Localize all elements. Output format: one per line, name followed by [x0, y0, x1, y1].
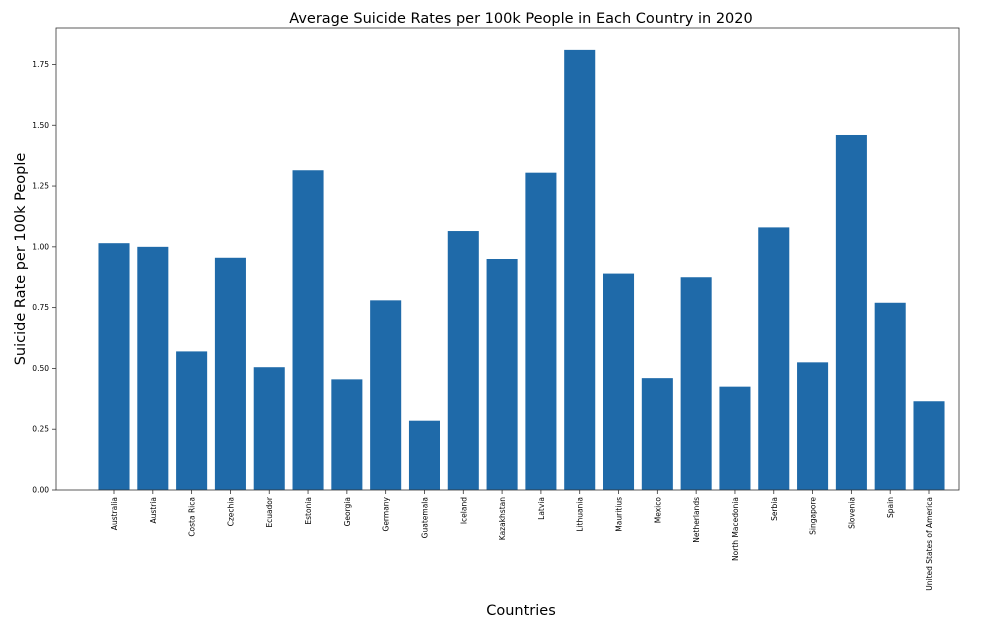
- bar-costa-rica: [176, 351, 208, 490]
- y-tick-label: 1.50: [32, 121, 49, 130]
- bar-spain: [874, 302, 906, 490]
- bar-singapore: [797, 362, 829, 490]
- bar-germany: [370, 300, 402, 490]
- y-ticks-group: 0.00 0.25 0.50 0.75 1.00 1.25 1.50 1.75: [32, 60, 56, 495]
- bar-georgia: [331, 379, 363, 490]
- x-tick-label: Spain: [886, 497, 895, 518]
- bar-iceland: [447, 231, 479, 491]
- y-tick-label: 0.50: [32, 364, 49, 373]
- x-tick-label: Mauritius: [615, 497, 624, 532]
- y-tick-label: 0.75: [32, 303, 49, 312]
- x-tick-label: United States of America: [925, 497, 934, 591]
- x-tick-label: Slovenia: [847, 497, 856, 529]
- x-tick-label: Costa Rica: [188, 497, 197, 537]
- bar-serbia: [758, 227, 790, 490]
- x-tick-label: Germany: [382, 496, 391, 531]
- bars-group: [98, 49, 945, 491]
- x-tick-label: North Macedonia: [731, 497, 740, 561]
- x-axis-label: Countries: [486, 603, 556, 619]
- x-tick-label: Latvia: [537, 497, 546, 520]
- y-tick-label: 1.75: [32, 60, 49, 69]
- x-tick-label: Singapore: [809, 497, 818, 535]
- x-tick-label: Lithuania: [576, 497, 585, 532]
- bar-austria: [137, 246, 169, 490]
- bar-lithuania: [564, 49, 596, 490]
- bar-estonia: [292, 170, 324, 490]
- x-tick-label: Guatemala: [420, 497, 429, 538]
- bar-mexico: [641, 378, 673, 490]
- bar-north-macedonia: [719, 386, 751, 490]
- x-tick-label: Estonia: [304, 497, 313, 525]
- bar-netherlands: [680, 277, 712, 490]
- bar-latvia: [525, 172, 557, 490]
- y-tick-label: 1.25: [32, 182, 49, 191]
- x-tick-label: Georgia: [343, 497, 352, 526]
- y-tick-label: 0.00: [32, 486, 49, 495]
- bar-united-states-of-america: [913, 401, 945, 490]
- x-tick-label: Serbia: [770, 497, 779, 521]
- y-tick-label: 0.25: [32, 425, 49, 434]
- bar-mauritius: [603, 273, 635, 490]
- x-tick-label: Czechia: [226, 497, 235, 526]
- x-tick-label: Ecuador: [265, 496, 274, 528]
- x-tick-label: Iceland: [459, 497, 468, 524]
- x-tick-label: Austria: [149, 497, 158, 524]
- x-tick-label: Mexico: [653, 497, 662, 524]
- x-tick-label: Netherlands: [692, 497, 701, 543]
- x-tick-label: Kazakhstan: [498, 497, 507, 540]
- x-tick-label: Australia: [110, 497, 119, 530]
- bar-guatemala: [408, 420, 440, 490]
- bar-kazakhstan: [486, 259, 518, 490]
- bar-czechia: [214, 257, 246, 490]
- y-axis-label: Suicide Rate per 100k People: [13, 153, 29, 366]
- bar-australia: [98, 243, 130, 490]
- chart-title: Average Suicide Rates per 100k People in…: [289, 11, 752, 27]
- y-tick-label: 1.00: [32, 242, 49, 251]
- bar-slovenia: [835, 134, 867, 491]
- x-ticks-group: Australia Austria Costa Rica Czechia Ecuador…: [110, 490, 934, 591]
- bar-ecuador: [253, 367, 285, 490]
- plot-area-frame: [55, 27, 960, 491]
